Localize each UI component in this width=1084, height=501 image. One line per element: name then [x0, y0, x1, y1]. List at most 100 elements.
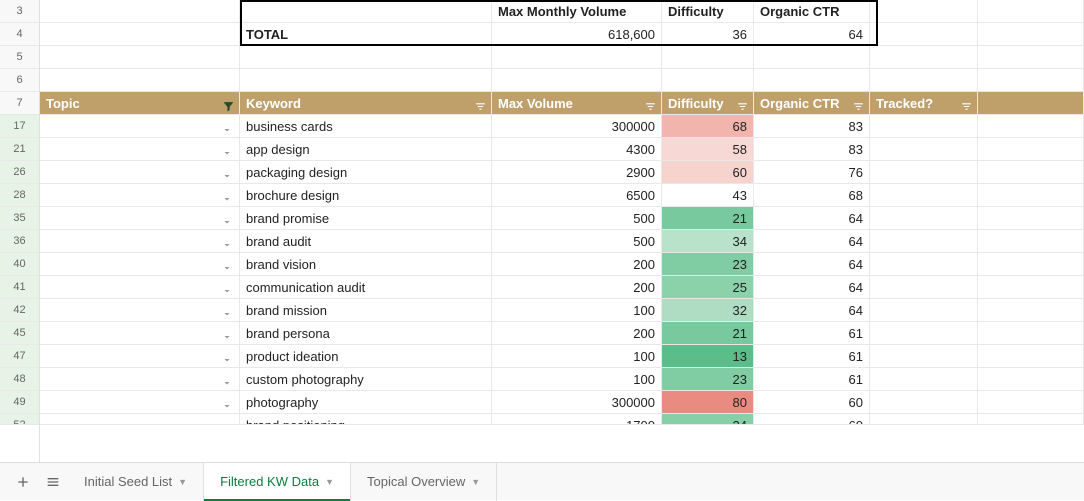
chevron-down-icon[interactable] — [221, 350, 233, 362]
volume-cell[interactable]: 200 — [492, 322, 662, 344]
tracked-cell[interactable] — [870, 253, 978, 275]
chevron-down-icon[interactable] — [221, 258, 233, 270]
row-number[interactable]: 35 — [0, 207, 39, 230]
row-number[interactable]: 52 — [0, 414, 39, 425]
row-number[interactable]: 48 — [0, 368, 39, 391]
row-number[interactable]: 42 — [0, 299, 39, 322]
topic-cell[interactable] — [40, 253, 240, 275]
difficulty-cell[interactable]: 60 — [662, 161, 754, 183]
summary-header-difficulty[interactable]: Difficulty — [662, 0, 754, 22]
volume-cell[interactable]: 100 — [492, 345, 662, 367]
tracked-cell[interactable] — [870, 115, 978, 137]
row-number[interactable]: 6 — [0, 69, 39, 92]
keyword-cell[interactable]: packaging design — [240, 161, 492, 183]
row-number[interactable]: 28 — [0, 184, 39, 207]
row-number[interactable]: 40 — [0, 253, 39, 276]
chevron-down-icon[interactable] — [221, 373, 233, 385]
chevron-down-icon[interactable] — [221, 120, 233, 132]
filter-lines-icon[interactable] — [474, 97, 487, 110]
volume-cell[interactable]: 300000 — [492, 391, 662, 413]
chevron-down-icon[interactable] — [221, 189, 233, 201]
row-number[interactable]: 26 — [0, 161, 39, 184]
keyword-cell[interactable]: business cards — [240, 115, 492, 137]
summary-total-volume[interactable]: 618,600 — [492, 23, 662, 45]
tracked-cell[interactable] — [870, 299, 978, 321]
difficulty-cell[interactable]: 34 — [662, 230, 754, 252]
tracked-cell[interactable] — [870, 391, 978, 413]
difficulty-cell[interactable]: 23 — [662, 253, 754, 275]
row-number[interactable]: 3 — [0, 0, 39, 23]
keyword-cell[interactable]: brand vision — [240, 253, 492, 275]
ctr-cell[interactable]: 61 — [754, 368, 870, 390]
chevron-down-icon[interactable] — [221, 166, 233, 178]
sheet-tab[interactable]: Filtered KW Data▼ — [204, 463, 351, 501]
topic-cell[interactable] — [40, 138, 240, 160]
row-number[interactable]: 17 — [0, 115, 39, 138]
difficulty-cell[interactable]: 23 — [662, 368, 754, 390]
row-number[interactable]: 49 — [0, 391, 39, 414]
summary-header-volume[interactable]: Max Monthly Volume — [492, 0, 662, 22]
summary-total-ctr[interactable]: 64 — [754, 23, 870, 45]
topic-cell[interactable] — [40, 368, 240, 390]
topic-cell[interactable] — [40, 322, 240, 344]
header-ctr[interactable]: Organic CTR — [754, 92, 870, 114]
ctr-cell[interactable]: 76 — [754, 161, 870, 183]
difficulty-cell[interactable]: 13 — [662, 345, 754, 367]
ctr-cell[interactable]: 64 — [754, 299, 870, 321]
ctr-cell[interactable]: 60 — [754, 414, 870, 424]
header-keyword[interactable]: Keyword — [240, 92, 492, 114]
ctr-cell[interactable]: 64 — [754, 207, 870, 229]
chevron-down-icon[interactable]: ▼ — [178, 477, 187, 487]
keyword-cell[interactable]: app design — [240, 138, 492, 160]
tracked-cell[interactable] — [870, 207, 978, 229]
keyword-cell[interactable]: brand audit — [240, 230, 492, 252]
ctr-cell[interactable]: 60 — [754, 391, 870, 413]
difficulty-cell[interactable]: 21 — [662, 322, 754, 344]
volume-cell[interactable]: 100 — [492, 299, 662, 321]
topic-cell[interactable] — [40, 345, 240, 367]
ctr-cell[interactable]: 68 — [754, 184, 870, 206]
sheet-tab[interactable]: Topical Overview▼ — [351, 463, 497, 501]
volume-cell[interactable]: 4300 — [492, 138, 662, 160]
row-number[interactable]: 36 — [0, 230, 39, 253]
tracked-cell[interactable] — [870, 230, 978, 252]
filter-lines-icon[interactable] — [960, 97, 973, 110]
chevron-down-icon[interactable] — [221, 419, 233, 424]
topic-cell[interactable] — [40, 391, 240, 413]
chevron-down-icon[interactable]: ▼ — [325, 477, 334, 487]
difficulty-cell[interactable]: 80 — [662, 391, 754, 413]
tracked-cell[interactable] — [870, 184, 978, 206]
volume-cell[interactable]: 6500 — [492, 184, 662, 206]
keyword-cell[interactable]: brochure design — [240, 184, 492, 206]
ctr-cell[interactable]: 64 — [754, 230, 870, 252]
volume-cell[interactable]: 2900 — [492, 161, 662, 183]
volume-cell[interactable]: 200 — [492, 276, 662, 298]
summary-total-difficulty[interactable]: 36 — [662, 23, 754, 45]
tracked-cell[interactable] — [870, 161, 978, 183]
volume-cell[interactable]: 500 — [492, 207, 662, 229]
row-number[interactable]: 41 — [0, 276, 39, 299]
ctr-cell[interactable]: 83 — [754, 138, 870, 160]
filter-lines-icon[interactable] — [736, 97, 749, 110]
header-topic[interactable]: Topic — [40, 92, 240, 114]
row-number[interactable]: 47 — [0, 345, 39, 368]
volume-cell[interactable]: 100 — [492, 368, 662, 390]
chevron-down-icon[interactable] — [221, 235, 233, 247]
row-number[interactable]: 4 — [0, 23, 39, 46]
difficulty-cell[interactable]: 25 — [662, 276, 754, 298]
keyword-cell[interactable]: product ideation — [240, 345, 492, 367]
keyword-cell[interactable]: brand persona — [240, 322, 492, 344]
chevron-down-icon[interactable] — [221, 212, 233, 224]
summary-total-label[interactable]: TOTAL — [240, 23, 492, 45]
tracked-cell[interactable] — [870, 138, 978, 160]
topic-cell[interactable] — [40, 161, 240, 183]
filter-lines-icon[interactable] — [852, 97, 865, 110]
ctr-cell[interactable]: 83 — [754, 115, 870, 137]
keyword-cell[interactable]: brand promise — [240, 207, 492, 229]
ctr-cell[interactable]: 64 — [754, 276, 870, 298]
topic-cell[interactable] — [40, 184, 240, 206]
add-sheet-button[interactable] — [8, 467, 38, 497]
volume-cell[interactable]: 1700 — [492, 414, 662, 424]
difficulty-cell[interactable]: 21 — [662, 207, 754, 229]
ctr-cell[interactable]: 61 — [754, 322, 870, 344]
